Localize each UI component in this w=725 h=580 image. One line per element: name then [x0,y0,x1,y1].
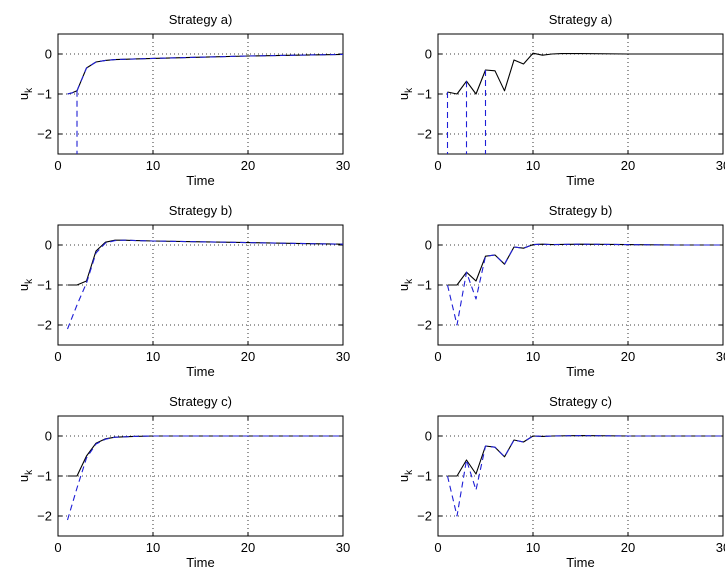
dashed-series-line [446,243,723,326]
axes-frame [57,33,344,155]
y-tick-label: −1 [417,87,432,102]
subplot-title: Strategy a) [169,12,233,27]
x-tick-label: 30 [336,349,350,364]
dashed-series-line [446,435,723,517]
subplot-title: Strategy c) [169,394,232,409]
x-tick-label: 0 [434,158,441,173]
x-axis-label: Time [186,555,214,570]
y-tick-label: 0 [425,429,432,444]
subplot-2: 0 10 20 30 0 −1 −2 Strategy a) Time uk [396,12,725,188]
subplot-title: Strategy c) [549,394,612,409]
solid-series-line [67,239,343,286]
x-tick-label: 20 [621,349,635,364]
x-tick-label: 30 [716,540,725,555]
subplot-title: Strategy b) [169,203,233,218]
y-axis-label: uk [396,469,415,482]
subplot-6: 0 10 20 30 0 −1 −2 Strategy c) Time uk [396,394,725,570]
subplot-3: 0 10 20 30 0 −1 −2 Strategy b) Time uk [16,203,350,379]
subplot-title: Strategy a) [549,12,613,27]
dashed-series-line [67,90,78,154]
y-axis-label: uk [16,469,35,482]
subplot-title: Strategy b) [549,203,613,218]
axes-frame [437,415,724,537]
x-tick-label: 0 [434,540,441,555]
y-tick-label: −2 [37,318,52,333]
y-tick-label: −1 [37,469,52,484]
x-tick-label: 10 [526,349,540,364]
x-tick-label: 20 [241,158,255,173]
x-axis-label: Time [566,173,594,188]
y-axis-label: uk [396,87,415,100]
y-axis-label: uk [16,278,35,291]
x-tick-label: 30 [716,158,725,173]
y-tick-label: 0 [45,47,52,62]
x-tick-label: 10 [146,158,160,173]
x-tick-label: 0 [434,349,441,364]
y-tick-label: −2 [417,318,432,333]
y-tick-label: 0 [45,238,52,253]
y-axis-label: uk [16,87,35,100]
solid-series-line [67,435,343,477]
y-tick-label: −1 [417,278,432,293]
subplot-1: 0 10 20 30 0 −1 −2 Strategy a) Time uk [16,12,350,188]
x-axis-label: Time [186,364,214,379]
x-tick-label: 10 [526,158,540,173]
dashed-series-line [76,53,343,92]
y-tick-label: −2 [37,127,52,142]
y-tick-label: 0 [425,238,432,253]
x-tick-label: 0 [54,349,61,364]
solid-series-line [447,435,723,477]
y-tick-label: 0 [425,47,432,62]
y-axis-label: uk [396,278,415,291]
y-tick-label: −2 [417,127,432,142]
x-tick-label: 10 [146,540,160,555]
solid-series-line [67,53,343,95]
subplot-4: 0 10 20 30 0 −1 −2 Strategy b) Time uk [396,203,725,379]
dashed-series-line [66,435,343,521]
y-tick-label: −1 [37,278,52,293]
y-tick-label: −2 [37,509,52,524]
x-axis-label: Time [566,555,594,570]
axes-frame [437,224,724,346]
subplot-5: 0 10 20 30 0 −1 −2 Strategy c) Time uk [16,394,350,570]
y-tick-label: −1 [37,87,52,102]
x-tick-label: 0 [54,540,61,555]
x-tick-label: 20 [621,158,635,173]
y-tick-label: −1 [417,469,432,484]
x-tick-label: 30 [336,158,350,173]
x-tick-label: 20 [241,349,255,364]
axes-frame [57,415,344,537]
x-axis-label: Time [566,364,594,379]
y-tick-label: −2 [417,509,432,524]
x-axis-label: Time [186,173,214,188]
x-tick-label: 30 [336,540,350,555]
x-tick-label: 20 [241,540,255,555]
x-tick-label: 10 [526,540,540,555]
solid-series-line [447,52,723,95]
x-tick-label: 0 [54,158,61,173]
x-tick-label: 10 [146,349,160,364]
x-tick-label: 20 [621,540,635,555]
axes-frame [437,33,724,155]
y-tick-label: 0 [45,429,52,444]
dashed-series-line [66,239,343,330]
x-tick-label: 30 [716,349,725,364]
solid-series-line [447,243,723,286]
